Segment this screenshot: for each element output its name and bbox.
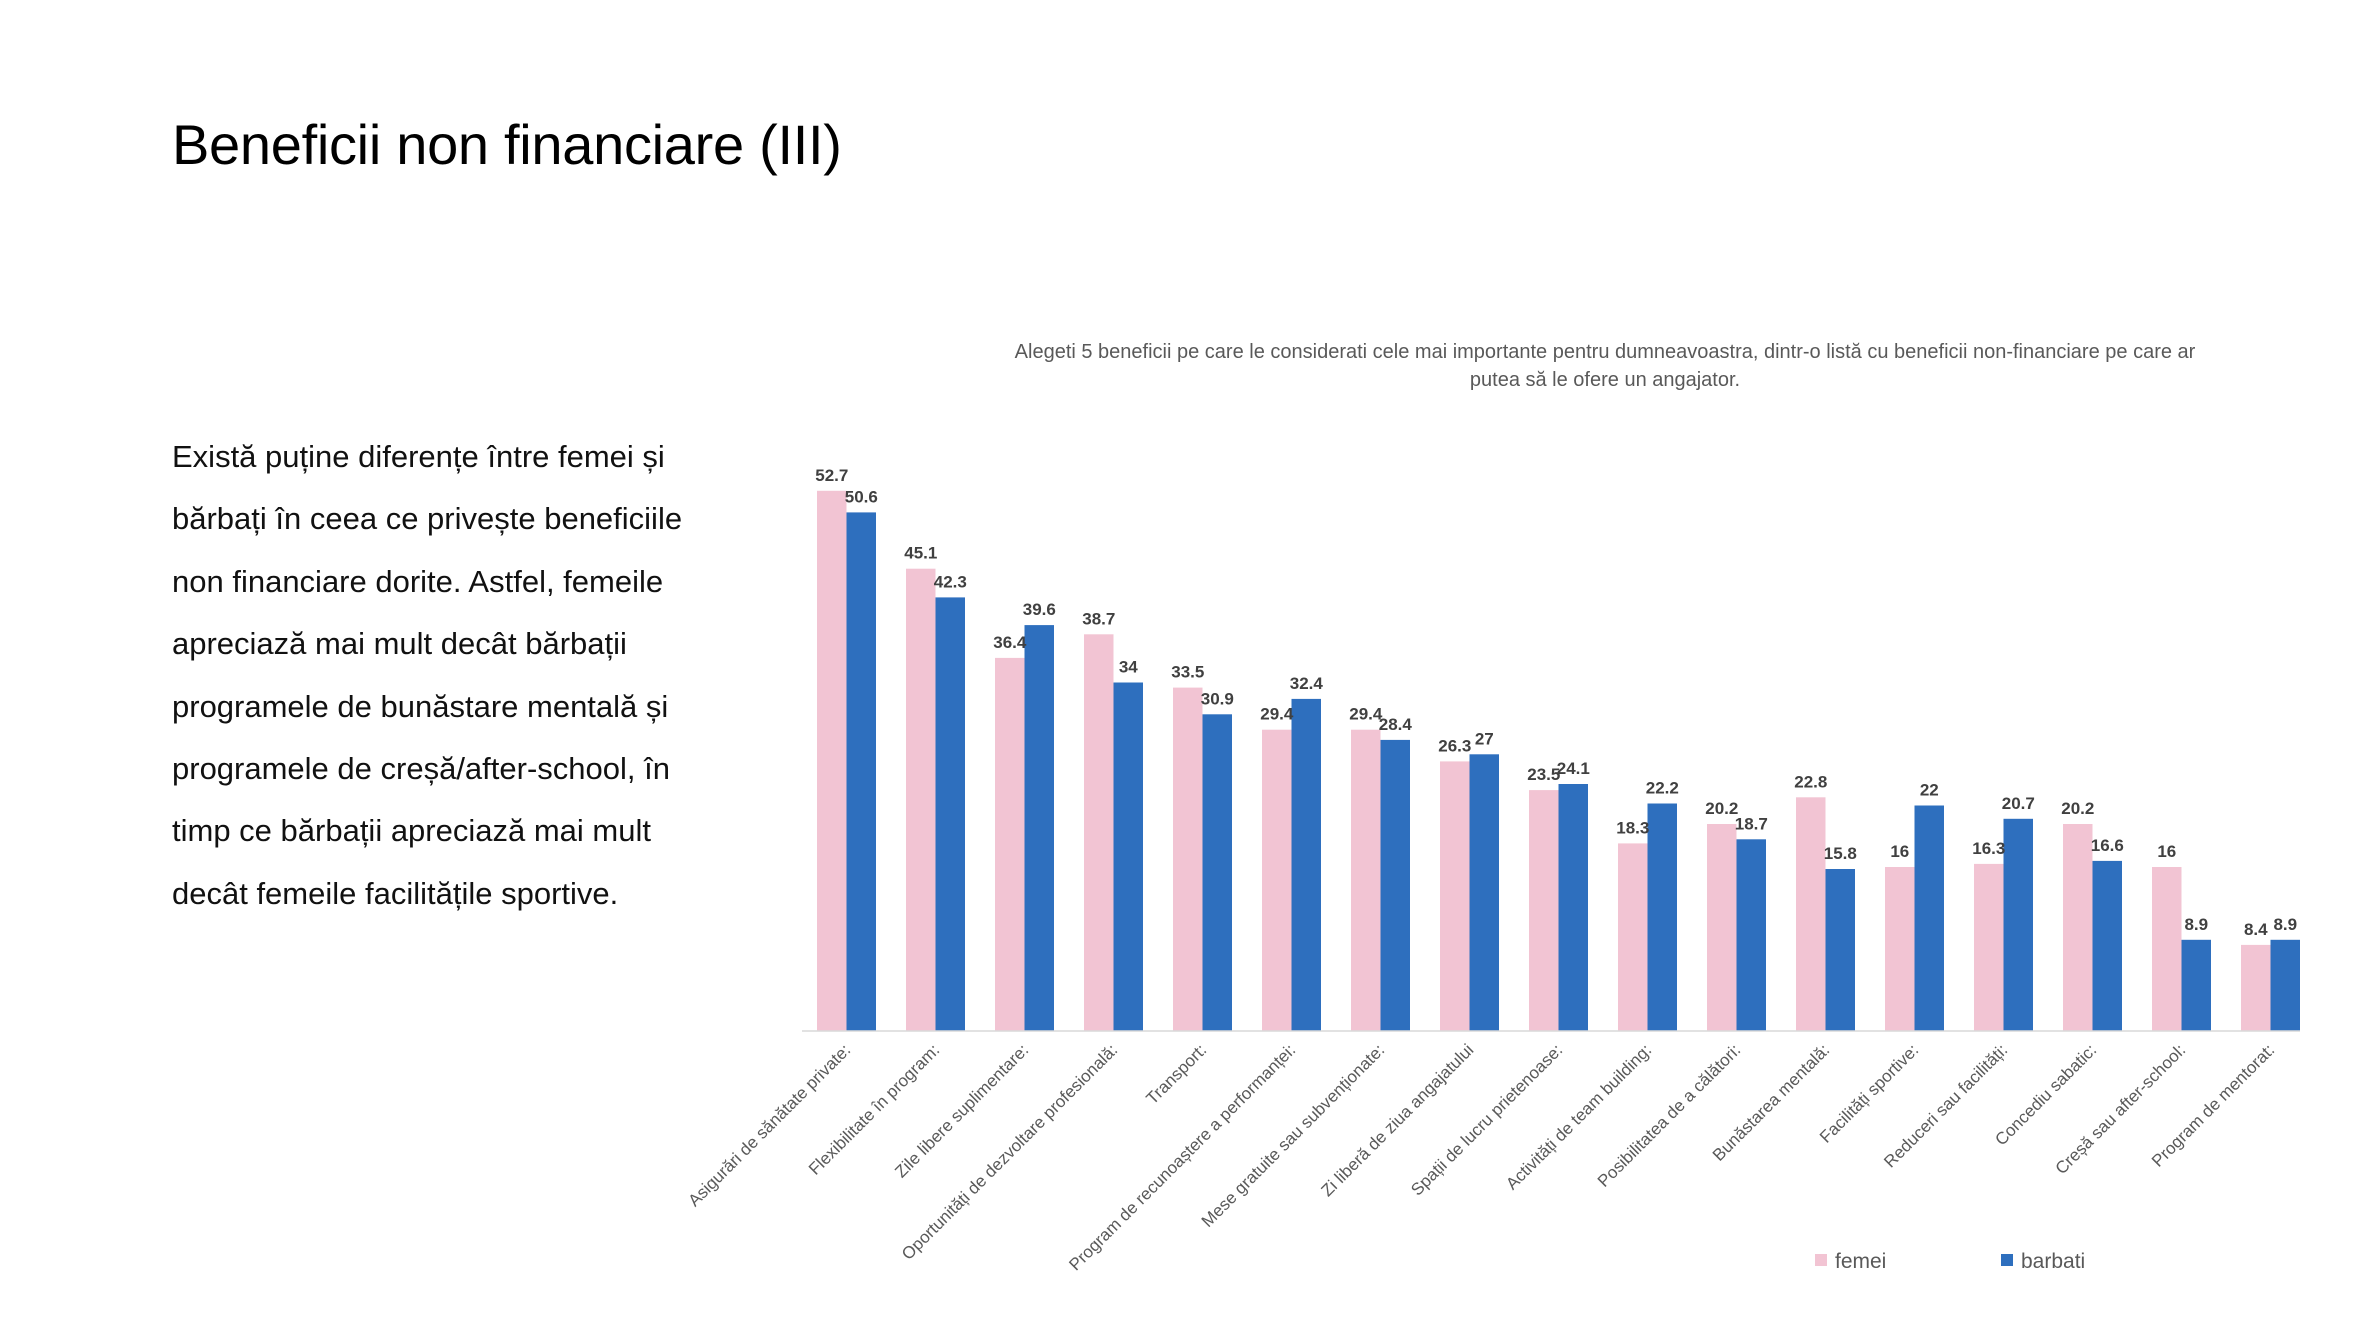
body-line: non financiare dorite. Astfel, femeile [172, 563, 664, 599]
data-label-barbati: 22 [1920, 781, 1939, 800]
bar-barbati [1202, 714, 1232, 1031]
bar-femei [1529, 790, 1559, 1031]
data-label-barbati: 28.4 [1379, 715, 1413, 734]
data-label-femei: 22.8 [1794, 772, 1827, 791]
body-line: timp ce bărbații apreciază mai mult [172, 813, 651, 849]
category-label-asigurari-de-sanatate-private: Asigurări de sănătate private: [685, 1040, 855, 1210]
bar-barbati [2270, 939, 2300, 1031]
body-line: programele de bunăstare mentală și [172, 688, 669, 724]
bar-barbati [1825, 869, 1855, 1031]
bar-femei [1618, 843, 1648, 1031]
data-label-barbati: 50.6 [845, 487, 878, 506]
body-line: programele de creșă/after-school, în [172, 751, 670, 787]
legend: femei barbati [1815, 1250, 2085, 1273]
bar-femei [2152, 867, 2182, 1031]
body-line: apreciază mai mult decât bărbații [172, 626, 627, 662]
bar-barbati [1914, 805, 1944, 1031]
data-label-barbati: 8.9 [2184, 915, 2208, 934]
bar-femei [1084, 634, 1114, 1031]
data-label-femei: 18.3 [1616, 818, 1649, 837]
data-label-femei: 26.3 [1438, 736, 1471, 755]
bar-barbati [1469, 754, 1499, 1032]
bar-femei [1262, 729, 1292, 1031]
data-labels-layer: 52.7 50.6 45.1 42.3 36.4 39.6 38.7 34 33.5 30.9 29… [815, 466, 2297, 939]
category-label-zi-libera-de-ziua-angajatului: Zi liberă de ziua angajatului [1318, 1040, 1478, 1200]
bar-femei [1707, 824, 1737, 1031]
bar-barbati [2181, 939, 2211, 1031]
data-label-barbati: 20.7 [2002, 794, 2035, 813]
chart-subtitle-line: Alegeti 5 beneficii pe care le considera… [1015, 341, 2196, 363]
data-label-barbati: 27 [1475, 729, 1494, 748]
bar-femei [1796, 797, 1826, 1031]
bar-femei [995, 657, 1025, 1031]
legend-label-femei: femei [1835, 1250, 1886, 1273]
data-label-femei: 20.2 [2061, 799, 2094, 818]
category-labels-layer: Asigurări de sănătate private:Flexibilit… [685, 1040, 2279, 1274]
bar-barbati [1647, 803, 1677, 1031]
bar-barbati [1291, 698, 1321, 1031]
body-line: decât femeile facilitățile sportive. [172, 875, 619, 911]
data-label-femei: 16.3 [1972, 839, 2005, 858]
data-label-femei: 16 [1890, 842, 1909, 861]
bar-barbati [1558, 784, 1588, 1031]
bar-femei [906, 568, 936, 1031]
bar-femei [1351, 729, 1381, 1031]
category-label-activitati-de-team-building: Activități de team building: [1502, 1040, 1655, 1193]
category-label-transport: Transport: [1143, 1040, 1211, 1108]
category-label-mese-gratuite-sau-subventionate: Mese gratuite sau subvenționate: [1198, 1040, 1389, 1231]
category-label-posibilitatea-de-a-calatori: Posibilitatea de a călători: [1594, 1040, 1744, 1190]
bar-femei [1974, 863, 2004, 1031]
data-label-femei: 36.4 [993, 633, 1027, 652]
data-label-femei: 33.5 [1171, 663, 1204, 682]
body-line: Există puține diferențe între femei și [172, 439, 665, 474]
data-label-barbati: 15.8 [1824, 844, 1857, 863]
data-label-barbati: 39.6 [1023, 600, 1056, 619]
data-label-barbati: 22.2 [1646, 779, 1679, 798]
data-label-femei: 52.7 [815, 466, 848, 485]
data-label-femei: 8.4 [2244, 920, 2268, 939]
chart-subtitle-line: putea să le ofere un angajator. [1470, 369, 1740, 391]
bar-femei [1173, 687, 1203, 1031]
bar-barbati [2003, 818, 2033, 1031]
data-label-barbati: 16.6 [2091, 836, 2124, 855]
bar-barbati [1113, 682, 1143, 1031]
bar-femei [817, 490, 847, 1031]
bar-femei [2063, 824, 2093, 1031]
legend-swatch-barbati [2001, 1254, 2013, 1266]
data-label-femei: 38.7 [1082, 609, 1115, 628]
data-label-femei: 29.4 [1260, 705, 1294, 724]
data-label-barbati: 30.9 [1201, 689, 1234, 708]
chart-subtitle: Alegeti 5 beneficii pe care le considera… [1015, 341, 2196, 391]
data-label-barbati: 18.7 [1735, 814, 1768, 833]
category-label-spatii-de-lucru-prietenoase: Spații de lucru prietenoase: [1407, 1040, 1566, 1199]
data-label-femei: 16 [2157, 842, 2176, 861]
bar-barbati [1380, 739, 1410, 1031]
bar-barbati [2092, 860, 2122, 1032]
bar-femei [2241, 944, 2271, 1031]
data-label-barbati: 32.4 [1290, 674, 1324, 693]
legend-label-barbati: barbati [2021, 1250, 2085, 1273]
data-label-femei: 29.4 [1349, 705, 1383, 724]
bar-femei [1885, 867, 1915, 1031]
data-label-barbati: 24.1 [1557, 759, 1590, 778]
bars-layer [817, 490, 2300, 1032]
bar-barbati [1736, 839, 1766, 1031]
body-line: bărbați în ceea ce privește beneficiile [172, 501, 683, 537]
bar-barbati [1024, 625, 1054, 1031]
body-paragraph: Există puține diferențe între femei și b… [172, 426, 732, 925]
data-label-femei: 45.1 [904, 544, 937, 563]
bar-barbati [935, 597, 965, 1031]
data-label-barbati: 42.3 [934, 572, 967, 591]
data-label-femei: 20.2 [1705, 799, 1738, 818]
data-label-barbati: 34 [1119, 658, 1138, 677]
legend-swatch-femei [1815, 1254, 1827, 1266]
bar-barbati [846, 512, 876, 1031]
data-label-barbati: 8.9 [2273, 915, 2297, 934]
bar-femei [1440, 761, 1470, 1031]
slide-title: Beneficii non financiare (III) [172, 113, 842, 176]
data-label-femei: 23.5 [1527, 765, 1560, 784]
